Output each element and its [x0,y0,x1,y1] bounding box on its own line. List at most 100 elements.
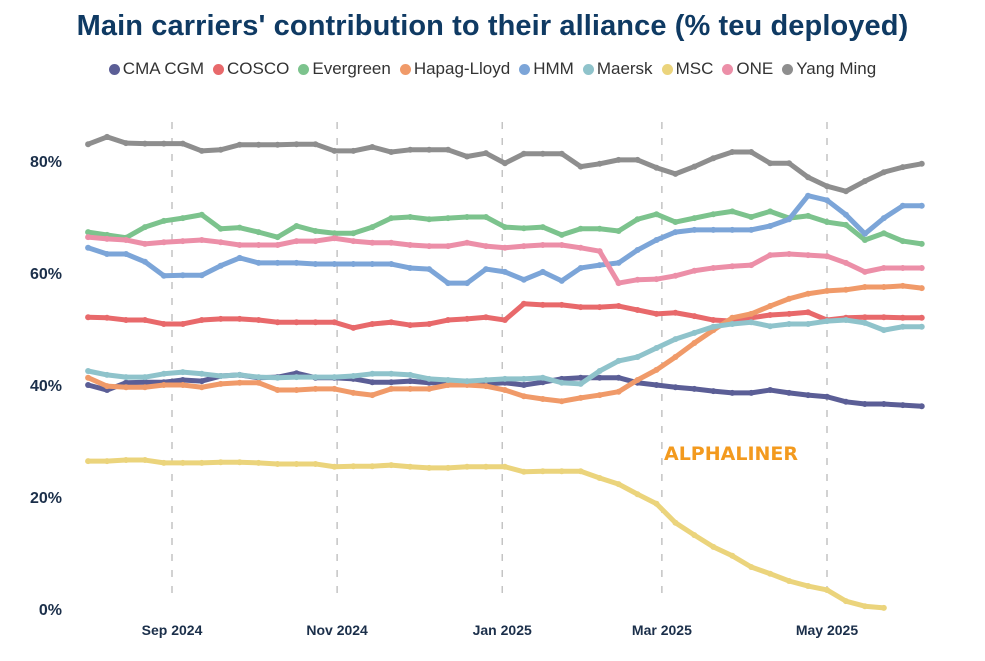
data-point [445,377,451,383]
data-point [104,458,110,464]
data-point [142,374,148,380]
data-point [672,384,678,390]
data-point [85,141,91,147]
data-point [237,380,243,386]
data-point [294,319,300,325]
data-point [691,330,697,336]
data-point [388,319,394,325]
series-line [88,237,922,283]
data-point [123,317,129,323]
data-point [729,321,735,327]
data-point [369,463,375,469]
data-point [805,252,811,258]
data-point [445,317,451,323]
data-point [540,468,546,474]
data-point [653,311,659,317]
series-line [88,460,884,608]
data-point [445,215,451,221]
data-point [218,263,224,269]
data-point [445,280,451,286]
x-tick-label: Sep 2024 [142,622,203,638]
data-point [691,532,697,538]
data-point [919,241,925,247]
data-point [748,214,754,220]
data-point [350,373,356,379]
data-point [653,237,659,243]
data-point [786,311,792,317]
data-point [199,317,205,323]
data-point [767,223,773,229]
data-point [616,260,622,266]
data-point [85,375,91,381]
data-point [521,277,527,283]
data-point [180,272,186,278]
data-point [426,266,432,272]
data-point [256,229,262,235]
data-point [464,214,470,220]
data-point [767,571,773,577]
data-point [294,461,300,467]
data-point [388,379,394,385]
data-point [824,394,830,400]
data-point [123,374,129,380]
data-point [123,384,129,390]
data-point [483,314,489,320]
data-point [521,393,527,399]
data-point [767,312,773,318]
data-point [881,284,887,290]
data-point [710,388,716,394]
data-point [578,395,584,401]
data-point [502,387,508,393]
data-point [294,374,300,380]
data-point [218,226,224,232]
data-point [786,321,792,327]
data-point [369,371,375,377]
data-point [843,212,849,218]
data-point [672,171,678,177]
data-point [199,272,205,278]
data-point [199,212,205,218]
data-point [635,354,641,360]
data-point [256,380,262,386]
data-point [805,321,811,327]
data-point [331,464,337,470]
data-point [559,380,565,386]
data-point [369,224,375,230]
data-point [275,142,281,148]
data-point [85,368,91,374]
data-point [900,203,906,209]
data-point [142,141,148,147]
data-point [275,375,281,381]
data-point [123,457,129,463]
data-point [502,376,508,382]
data-point [502,464,508,470]
data-point [824,197,830,203]
data-point [862,284,868,290]
data-point [521,243,527,249]
data-point [862,178,868,184]
data-point [748,319,754,325]
data-point [635,307,641,313]
data-point [521,225,527,231]
data-point [805,392,811,398]
data-point [294,260,300,266]
data-point [275,461,281,467]
data-point [597,392,603,398]
data-point [540,269,546,275]
data-point [597,304,603,310]
data-point [691,268,697,274]
data-point [294,141,300,147]
data-point [616,157,622,163]
data-point [540,302,546,308]
data-point [161,218,167,224]
data-point [161,141,167,147]
data-point [464,464,470,470]
data-point [426,386,432,392]
data-point [483,464,489,470]
data-point [104,134,110,140]
data-point [540,375,546,381]
data-point [672,219,678,225]
data-point [388,371,394,377]
data-point [161,321,167,327]
data-point [729,208,735,214]
